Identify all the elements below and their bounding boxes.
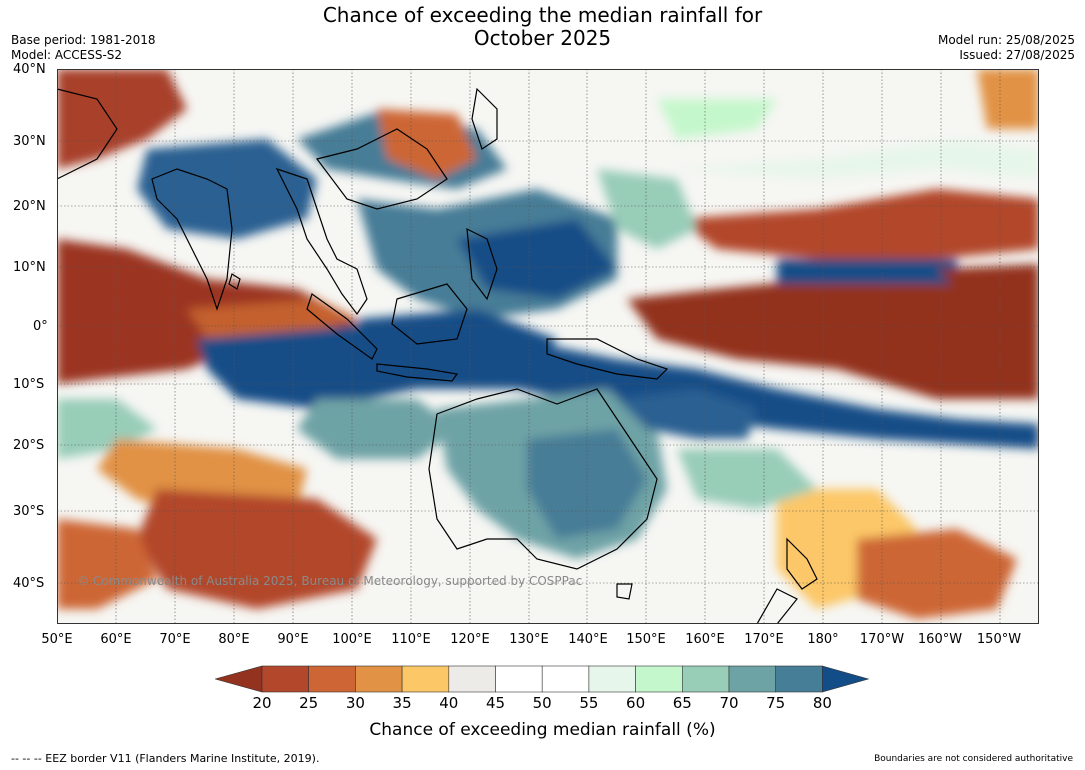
boundary-disclaimer: Boundaries are not considered authoritat… — [874, 754, 1073, 764]
coastline-arabia — [57, 88, 118, 180]
coastline-australia — [428, 388, 658, 570]
map-title: Chance of exceeding the median rainfall … — [0, 4, 1085, 50]
title-line-2: October 2025 — [473, 26, 612, 50]
map-frame — [57, 69, 1039, 624]
colorbar-tick-label: 50 — [532, 694, 552, 712]
lat-label-30s: 30°S — [13, 504, 45, 519]
colorbar-tick-label: 30 — [345, 694, 365, 712]
coastline-china — [315, 128, 448, 210]
colorbar-tick-label: 25 — [299, 694, 319, 712]
lat-label-40s: 40°S — [13, 576, 45, 591]
colorbar-tick-label: 55 — [579, 694, 599, 712]
colorbar-tick-label: 20 — [252, 694, 272, 712]
colorbar-label: Chance of exceeding median rainfall (%) — [369, 720, 716, 740]
title-line-1: Chance of exceeding the median rainfall … — [322, 3, 763, 27]
lon-label-130e: 130°E — [509, 632, 549, 647]
colorbar-tick-label: 80 — [812, 694, 832, 712]
coastline-sumatra — [306, 293, 378, 360]
lon-label-140e: 140°E — [568, 632, 608, 647]
colorbar-tick-label: 40 — [439, 694, 459, 712]
lon-label-160e: 160°E — [685, 632, 725, 647]
lat-label-20n: 20°N — [13, 199, 46, 214]
meta-right: Model run: 25/08/2025 Issued: 27/08/2025 — [938, 33, 1075, 63]
coastline-borneo — [391, 283, 468, 345]
coastline-tasmania — [616, 583, 633, 600]
lon-label-50e: 50°E — [41, 632, 73, 647]
lat-label-30n: 30°N — [13, 134, 46, 149]
colorbar-tick-label: 60 — [626, 694, 646, 712]
colorbar-segment — [355, 665, 403, 693]
colorbar-segment — [635, 665, 683, 693]
colorbar-tick-label: 35 — [392, 694, 412, 712]
eez-note: -- -- -- EEZ border V11 (Flanders Marine… — [11, 752, 320, 765]
lon-label-70e: 70°E — [159, 632, 191, 647]
colorbar-tick-label: 45 — [485, 694, 506, 712]
lon-label-90e: 90°E — [277, 632, 309, 647]
coastline-india — [151, 168, 233, 311]
coastline-java — [376, 363, 459, 382]
colorbar — [215, 665, 870, 693]
coastlines — [57, 87, 818, 624]
lat-label-10s: 10°S — [13, 377, 45, 392]
coastline-philippines — [466, 227, 498, 301]
model-run: Model run: 25/08/2025 — [937, 33, 1075, 47]
colorbar-segment — [775, 665, 823, 693]
colorbar-segment — [728, 665, 777, 693]
lon-label-170w: 170°W — [859, 632, 905, 647]
coastline-japan — [471, 87, 498, 150]
colorbar-segment — [541, 665, 590, 693]
lon-label-110e: 110°E — [391, 632, 431, 647]
lat-label-0: 0° — [33, 319, 48, 334]
colorbar-segment — [401, 665, 450, 693]
colorbar-segment — [681, 665, 730, 693]
lon-label-160w: 160°W — [917, 632, 963, 647]
colorbar-arrow-low — [215, 665, 263, 693]
lon-label-120e: 120°E — [450, 632, 490, 647]
graticule — [57, 69, 1039, 624]
colorbar-tick-label: 65 — [672, 694, 692, 712]
colorbar-arrow-high — [822, 665, 870, 693]
lat-label-40n: 40°N — [13, 62, 46, 77]
coastline-sri-lanka — [228, 273, 241, 290]
rainfall-map — [57, 69, 1039, 624]
colorbar-tick-label: 70 — [719, 694, 739, 712]
colorbar-tick-label: 75 — [766, 694, 786, 712]
colorbar-segment — [495, 665, 543, 693]
lon-label-60e: 60°E — [100, 632, 132, 647]
coastline-indochina — [275, 167, 368, 316]
lon-label-170e: 170°E — [744, 632, 784, 647]
lon-label-150w: 150°W — [976, 632, 1022, 647]
lon-label-180: 180° — [807, 632, 839, 647]
model-name: Model: ACCESS-S2 — [11, 48, 123, 62]
colorbar-segment — [448, 665, 496, 693]
probability-fields — [57, 69, 1039, 619]
colorbar-segment — [588, 665, 636, 693]
copyright-notice: © Commonwealth of Australia 2025, Bureau… — [77, 574, 583, 588]
colorbar-segment — [261, 665, 310, 693]
lat-label-20s: 20°S — [13, 438, 45, 453]
lon-label-80e: 80°E — [218, 632, 250, 647]
coastline-new-zealand — [756, 537, 818, 624]
colorbar-segment — [308, 665, 356, 693]
colorbar-segments — [215, 665, 870, 693]
issued-date: Issued: 27/08/2025 — [959, 48, 1075, 62]
coastline-new-guinea — [546, 338, 669, 380]
meta-left: Base period: 1981-2018 Model: ACCESS-S2 — [11, 33, 156, 63]
base-period: Base period: 1981-2018 — [11, 33, 156, 47]
lat-label-10n: 10°N — [13, 260, 46, 275]
lon-label-100e: 100°E — [332, 632, 372, 647]
lon-label-150e: 150°E — [626, 632, 666, 647]
